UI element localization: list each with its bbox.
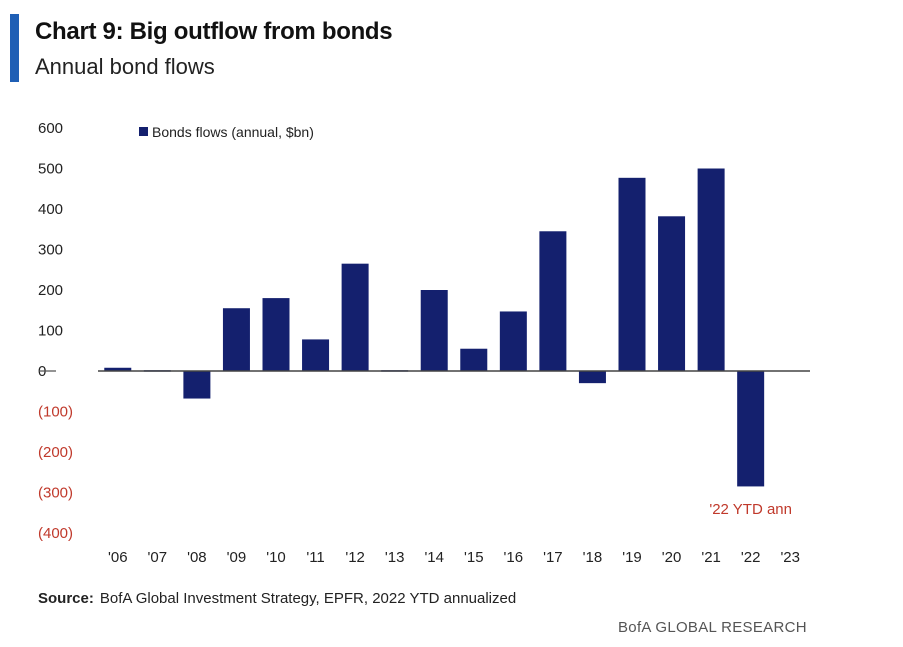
x-tick-label: '20 — [662, 549, 682, 566]
x-tick-label: '06 — [108, 549, 128, 566]
x-tick-label: '18 — [583, 549, 603, 566]
bar-15 — [460, 348, 488, 371]
bar-11 — [302, 339, 330, 371]
x-tick-label: '11 — [306, 549, 324, 566]
brand-label: BofA GLOBAL RESEARCH — [618, 619, 807, 636]
bar-19 — [618, 177, 646, 371]
x-tick-label: '17 — [543, 549, 563, 566]
x-tick-label: '07 — [148, 549, 168, 566]
x-tick-label: '23 — [780, 549, 800, 566]
bar-17 — [539, 231, 567, 371]
y-tick-label: (100) — [38, 404, 73, 421]
bar-20 — [658, 216, 686, 371]
y-tick-label: 500 — [38, 161, 63, 178]
source-label: Source: — [38, 590, 94, 607]
y-tick-label: 600 — [38, 120, 63, 137]
source-note: Source: BofA Global Investment Strategy, … — [38, 590, 516, 607]
x-tick-label: '19 — [622, 549, 642, 566]
chart-subtitle: Annual bond flows — [35, 54, 215, 79]
bar-08 — [183, 371, 211, 399]
chart-title: Chart 9: Big outflow from bonds — [35, 18, 393, 45]
legend-label: Bonds flows (annual, $bn) — [152, 124, 314, 140]
bar-09 — [222, 308, 250, 371]
x-tick-label: '13 — [385, 549, 405, 566]
legend-swatch — [139, 127, 148, 136]
y-tick-label: (300) — [38, 485, 73, 502]
y-tick-label: 200 — [38, 282, 63, 299]
bar-14 — [420, 290, 448, 371]
x-tick-label: '21 — [701, 549, 721, 566]
annotation-label: '22 YTD ann — [709, 501, 792, 518]
x-tick-label: '15 — [464, 549, 484, 566]
y-tick-label: 400 — [38, 201, 63, 218]
bar-06 — [104, 367, 132, 371]
y-tick-label: 100 — [38, 323, 63, 340]
bar-22 — [737, 371, 765, 487]
x-tick-label: '12 — [345, 549, 365, 566]
bar-16 — [499, 311, 527, 371]
bar-10 — [262, 298, 290, 371]
source-text: BofA Global Investment Strategy, EPFR, 2… — [99, 590, 517, 607]
x-tick-label: '16 — [504, 549, 524, 566]
title-accent-bar — [10, 14, 19, 82]
x-tick-label: '22 — [741, 549, 761, 566]
bar-21 — [697, 168, 725, 371]
x-tick-label: '14 — [424, 549, 444, 566]
x-tick-label: '08 — [187, 549, 207, 566]
x-tick-label: '09 — [227, 549, 247, 566]
y-tick-label: (400) — [38, 525, 73, 542]
y-tick-label: (200) — [38, 444, 73, 461]
bar-18 — [578, 371, 606, 384]
y-tick-label: 300 — [38, 242, 63, 259]
x-tick-label: '10 — [266, 549, 286, 566]
bar-12 — [341, 263, 369, 371]
